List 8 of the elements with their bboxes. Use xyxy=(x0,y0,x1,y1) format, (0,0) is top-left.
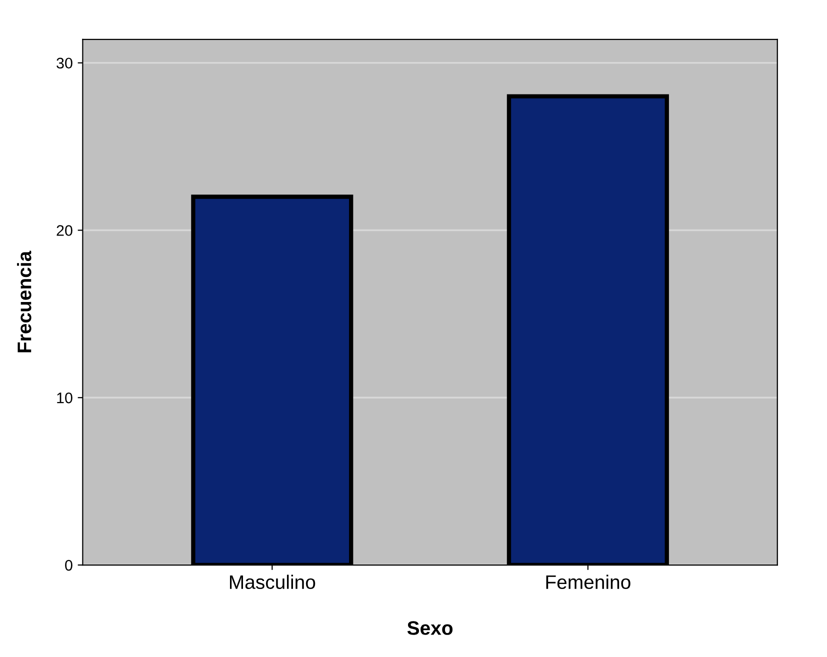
y-tick-label: 10 xyxy=(57,392,72,404)
y-tick-label: 20 xyxy=(56,225,72,236)
x-tick-label: Femenino xyxy=(546,574,630,590)
x-tick-label: Masculino xyxy=(230,574,316,590)
x-axis-title: Sexo xyxy=(407,621,453,635)
y-axis-title: Frecuencia xyxy=(17,250,32,352)
y-tick-label: 30 xyxy=(56,58,72,69)
y-tick-label: 0 xyxy=(65,560,72,571)
